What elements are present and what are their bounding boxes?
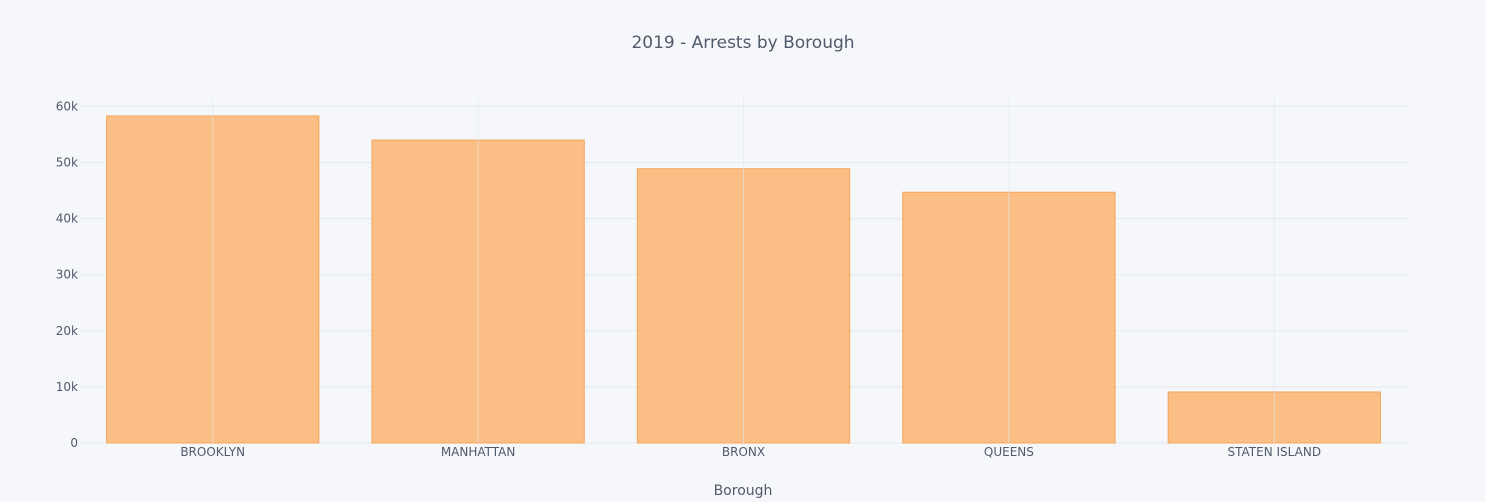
y-tick-label: 0 [70,436,78,450]
y-axis-ticks: 0 10k 20k 30k 40k 50k 60k [56,99,78,450]
x-tick-label: BRONX [722,445,765,459]
x-tick-label: BROOKLYN [180,445,245,459]
y-tick-label: 60k [56,99,78,113]
chart-title: 2019 - Arrests by Borough [631,33,854,53]
y-tick-label: 30k [56,268,78,282]
x-tick-label: QUEENS [984,445,1034,459]
x-tick-label: MANHATTAN [441,445,516,459]
y-tick-label: 50k [56,156,78,170]
x-tick-label: STATEN ISLAND [1228,445,1322,459]
y-tick-label: 20k [56,324,78,338]
x-axis-title: Borough [714,483,773,499]
y-tick-label: 10k [56,380,78,394]
y-tick-label: 40k [56,212,78,226]
vertical-grid [212,98,1275,443]
x-axis-ticks: BROOKLYN MANHATTAN BRONX QUEENS STATEN ISLAN… [180,445,1321,459]
